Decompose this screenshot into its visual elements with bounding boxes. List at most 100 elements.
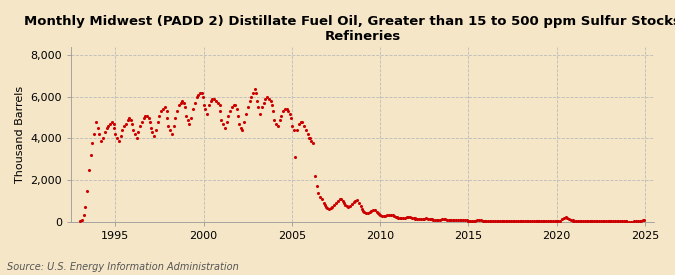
Point: [613, 219, 624, 224]
Point: [638, 218, 649, 222]
Point: [194, 90, 205, 95]
Point: [525, 219, 536, 223]
Point: [297, 120, 308, 124]
Point: [170, 116, 181, 120]
Point: [497, 219, 508, 223]
Point: [256, 105, 267, 109]
Point: [447, 218, 458, 222]
Point: [400, 215, 410, 220]
Point: [484, 219, 495, 223]
Point: [167, 132, 178, 136]
Point: [514, 219, 525, 223]
Point: [452, 218, 463, 222]
Point: [634, 219, 645, 224]
Point: [163, 124, 173, 128]
Point: [491, 219, 502, 223]
Point: [90, 120, 101, 124]
Point: [236, 126, 246, 130]
Point: [108, 122, 119, 126]
Point: [498, 219, 509, 223]
Point: [497, 219, 508, 223]
Point: [617, 219, 628, 224]
Point: [403, 215, 414, 219]
Point: [470, 218, 481, 223]
Point: [306, 138, 317, 143]
Point: [151, 128, 161, 132]
Point: [303, 136, 314, 141]
Point: [338, 199, 348, 203]
Point: [604, 219, 615, 224]
Point: [502, 219, 513, 223]
Point: [521, 219, 532, 224]
Point: [186, 116, 196, 120]
Point: [126, 118, 136, 122]
Point: [594, 219, 605, 224]
Point: [555, 219, 566, 224]
Point: [603, 219, 614, 224]
Point: [332, 199, 343, 203]
Point: [504, 219, 514, 223]
Point: [410, 217, 421, 221]
Point: [489, 219, 500, 223]
Point: [507, 219, 518, 223]
Point: [590, 219, 601, 224]
Point: [133, 130, 144, 134]
Point: [105, 122, 115, 126]
Point: [387, 213, 398, 218]
Point: [529, 219, 539, 223]
Point: [202, 111, 213, 116]
Point: [622, 219, 632, 224]
Point: [435, 218, 446, 222]
Point: [371, 210, 382, 214]
Point: [348, 200, 359, 204]
Point: [227, 105, 238, 109]
Point: [627, 219, 638, 224]
Point: [276, 113, 287, 118]
Point: [359, 210, 370, 214]
Point: [313, 190, 324, 195]
Point: [168, 124, 179, 128]
Point: [85, 153, 96, 157]
Point: [343, 205, 354, 209]
Point: [428, 218, 439, 222]
Point: [629, 219, 640, 224]
Point: [632, 219, 643, 224]
Point: [308, 141, 319, 145]
Point: [331, 201, 342, 205]
Point: [176, 101, 186, 105]
Point: [541, 219, 551, 224]
Point: [480, 219, 491, 223]
Point: [516, 219, 526, 224]
Point: [592, 219, 603, 224]
Point: [340, 203, 350, 207]
Point: [515, 219, 526, 223]
Point: [191, 95, 202, 99]
Title: Monthly Midwest (PADD 2) Distillate Fuel Oil, Greater than 15 to 500 ppm Sulfur : Monthly Midwest (PADD 2) Distillate Fuel…: [24, 15, 675, 43]
Point: [157, 107, 168, 112]
Point: [606, 219, 617, 224]
Point: [244, 99, 255, 103]
Point: [401, 215, 412, 219]
Point: [251, 99, 262, 103]
Point: [248, 90, 259, 95]
Point: [200, 107, 211, 112]
Point: [180, 105, 190, 109]
Point: [78, 213, 89, 218]
Point: [209, 97, 219, 101]
Point: [134, 124, 145, 128]
Point: [128, 128, 138, 132]
Point: [392, 215, 403, 220]
Point: [350, 199, 361, 203]
Point: [610, 219, 620, 224]
Point: [161, 109, 172, 114]
Point: [368, 208, 379, 212]
Point: [429, 218, 440, 222]
Point: [419, 216, 430, 221]
Point: [394, 216, 405, 220]
Point: [273, 124, 284, 128]
Point: [382, 213, 393, 218]
Point: [190, 101, 200, 105]
Point: [615, 219, 626, 224]
Point: [620, 219, 631, 224]
Point: [466, 219, 477, 223]
